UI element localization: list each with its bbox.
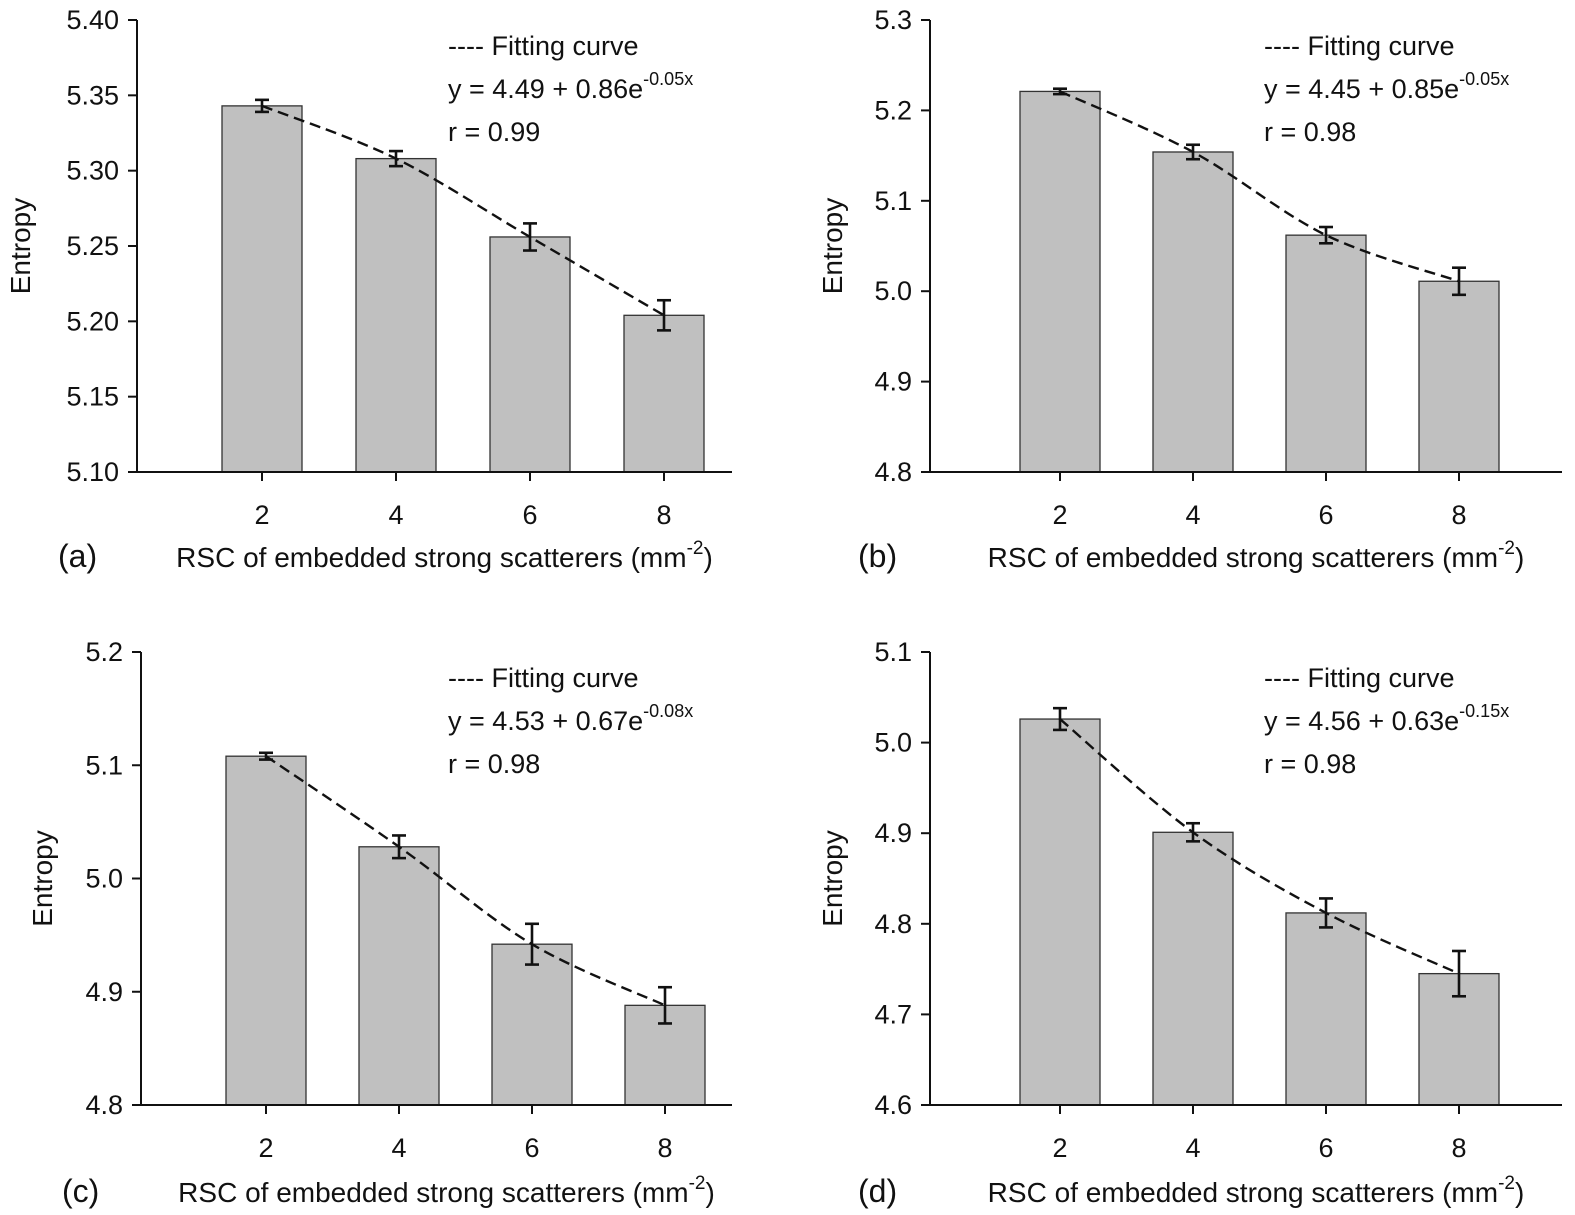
- y-axis-title: Entropy: [817, 198, 848, 295]
- fitting-curve: [265, 755, 666, 1007]
- error-bar-8: [658, 985, 672, 1025]
- x-tick-label: 6: [1318, 1133, 1333, 1163]
- fitting-curve: [1059, 90, 1460, 283]
- panel-label: (a): [58, 538, 97, 574]
- panel-label: (c): [62, 1173, 99, 1209]
- panel-d: 4.6 4.7 4.8 4.9 5.0 5.1 2 4 6 8 ---- Fitting curve…: [817, 637, 1562, 1209]
- bar-6: [1285, 234, 1367, 473]
- x-tick-label: 4: [1185, 1133, 1200, 1163]
- y-tick-label: 4.7: [874, 999, 912, 1029]
- y-tick-label: 5.25: [66, 231, 119, 261]
- x-tick-label: 2: [254, 500, 269, 530]
- fit-equation: y = 4.45 + 0.85e-0.05x: [1264, 69, 1509, 104]
- bar-6: [491, 943, 573, 1106]
- y-tick-label: 4.9: [874, 818, 912, 848]
- y-tick-label: 5.20: [66, 306, 119, 336]
- y-tick-label: 5.0: [874, 276, 912, 306]
- panel-b: 4.8 4.9 5.0 5.1 5.2 5.3 2 4 6 8 ---- Fitting curve…: [817, 5, 1562, 574]
- y-tick-label: 5.0: [874, 728, 912, 758]
- error-bar-8: [657, 298, 671, 332]
- x-axis-title: RSC of embedded strong scatterers (mm-2): [176, 538, 713, 573]
- y-tick-label: 4.8: [85, 1090, 123, 1120]
- bar-2: [1019, 718, 1101, 1106]
- bar-6: [1285, 912, 1367, 1106]
- fit-equation: y = 4.53 + 0.67e-0.08x: [448, 701, 693, 736]
- bar-8: [623, 314, 705, 473]
- x-tick-label: 2: [1052, 1133, 1067, 1163]
- fit-correlation: r = 0.98: [448, 749, 540, 779]
- panel-label: (d): [858, 1173, 897, 1209]
- x-axis-title: RSC of embedded strong scatterers (mm-2): [988, 538, 1525, 573]
- y-axis-title: Entropy: [817, 830, 848, 927]
- y-tick-label: 5.3: [874, 5, 912, 35]
- panel-a: 5.10 5.15 5.20 5.25 5.30 5.35 5.40 2 4 6 8 ---- Fit…: [5, 5, 732, 574]
- bar-2: [1019, 90, 1101, 473]
- y-axis-title: Entropy: [5, 198, 36, 295]
- y-tick-label: 5.1: [85, 750, 123, 780]
- x-tick-label: 8: [1451, 500, 1466, 530]
- x-tick-label: 8: [656, 500, 671, 530]
- x-tick-label: 8: [657, 1133, 672, 1163]
- legend-fitting-curve: ---- Fitting curve: [448, 663, 639, 693]
- legend-fitting-curve: ---- Fitting curve: [1264, 663, 1455, 693]
- panel-label: (b): [858, 538, 897, 574]
- x-tick-label: 4: [1185, 500, 1200, 530]
- fit-equation: y = 4.56 + 0.63e-0.15x: [1264, 701, 1509, 736]
- y-tick-label: 5.40: [66, 5, 119, 35]
- x-tick-label: 8: [1451, 1133, 1466, 1163]
- fit-correlation: r = 0.98: [1264, 117, 1356, 147]
- bar-8: [1418, 280, 1500, 473]
- y-tick-label: 5.30: [66, 156, 119, 186]
- y-tick-label: 4.9: [874, 367, 912, 397]
- y-tick-label: 5.1: [874, 186, 912, 216]
- y-tick-label: 4.8: [874, 909, 912, 939]
- fit-equation: y = 4.49 + 0.86e-0.05x: [448, 69, 693, 104]
- x-tick-label: 2: [1052, 500, 1067, 530]
- fit-correlation: r = 0.99: [448, 117, 540, 147]
- bar-4: [1152, 151, 1234, 473]
- fitting-curve: [1059, 718, 1460, 975]
- bar-4: [355, 157, 437, 473]
- panel-c: 4.8 4.9 5.0 5.1 5.2 2 4 6 8 ---- Fitting curve y =…: [27, 637, 732, 1209]
- bar-2: [225, 755, 307, 1106]
- y-tick-label: 4.6: [874, 1090, 912, 1120]
- y-tick-label: 5.15: [66, 382, 119, 412]
- legend-fitting-curve: ---- Fitting curve: [1264, 31, 1455, 61]
- y-tick-label: 5.2: [85, 637, 123, 667]
- error-bar-6: [1319, 225, 1333, 245]
- y-tick-label: 5.35: [66, 80, 119, 110]
- x-tick-label: 4: [391, 1133, 406, 1163]
- legend-fitting-curve: ---- Fitting curve: [448, 31, 639, 61]
- x-axis-title: RSC of embedded strong scatterers (mm-2): [178, 1173, 715, 1208]
- bar-4: [358, 846, 440, 1106]
- y-axis-title: Entropy: [27, 830, 58, 927]
- x-tick-label: 6: [522, 500, 537, 530]
- bar-4: [1152, 831, 1234, 1106]
- bar-2: [221, 105, 303, 473]
- bar-6: [489, 236, 571, 473]
- x-tick-label: 6: [524, 1133, 539, 1163]
- x-axis-title: RSC of embedded strong scatterers (mm-2): [988, 1173, 1525, 1208]
- y-tick-label: 4.9: [85, 977, 123, 1007]
- y-tick-label: 5.1: [874, 637, 912, 667]
- fit-correlation: r = 0.98: [1264, 749, 1356, 779]
- y-tick-label: 5.2: [874, 95, 912, 125]
- x-tick-label: 4: [388, 500, 403, 530]
- y-tick-label: 5.10: [66, 457, 119, 487]
- y-tick-label: 5.0: [85, 864, 123, 894]
- x-tick-label: 2: [258, 1133, 273, 1163]
- y-tick-label: 4.8: [874, 457, 912, 487]
- x-tick-label: 6: [1318, 500, 1333, 530]
